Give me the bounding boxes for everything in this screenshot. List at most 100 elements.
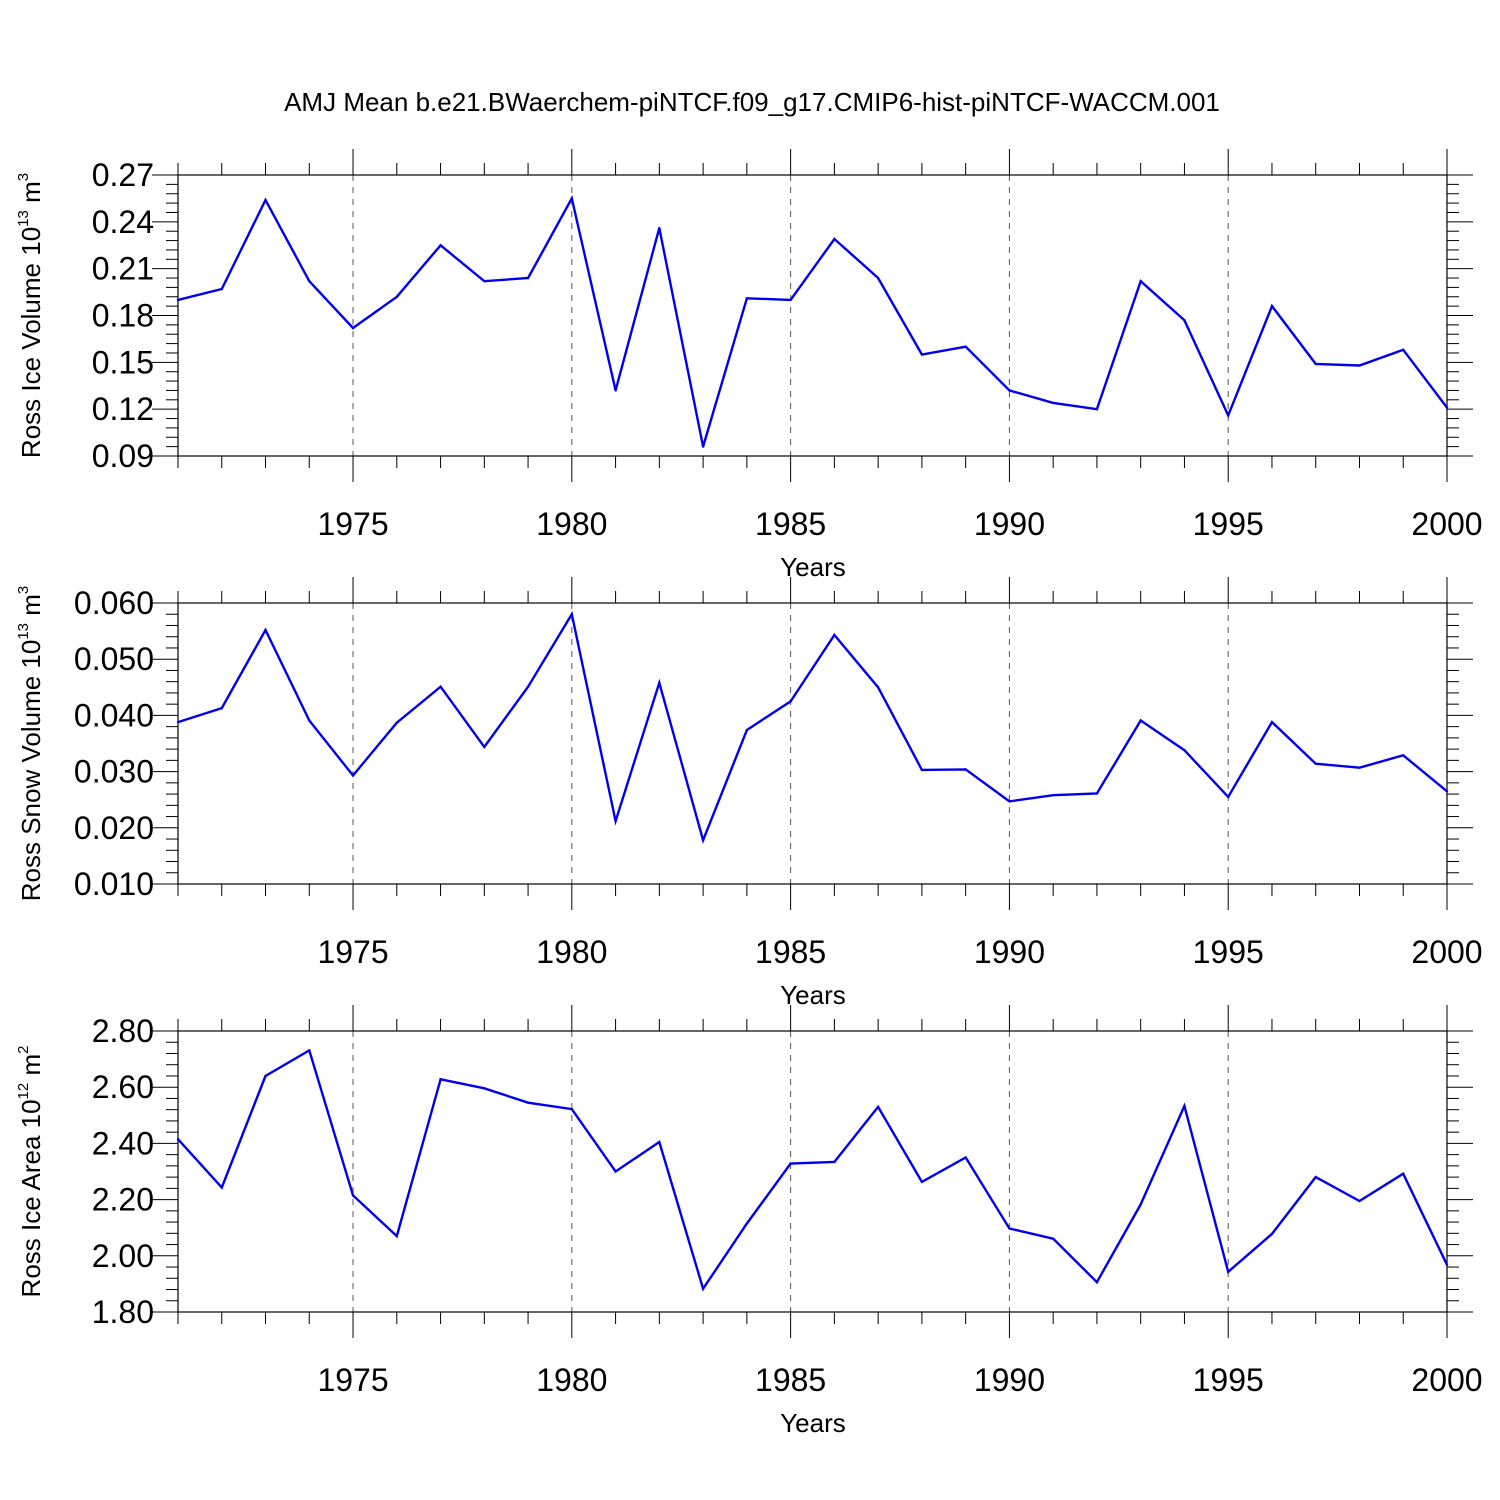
data-point bbox=[833, 1160, 836, 1164]
data-point bbox=[1358, 364, 1361, 367]
data-point bbox=[1445, 790, 1449, 793]
data-point bbox=[1008, 389, 1011, 392]
data-point bbox=[1139, 719, 1142, 722]
data-point bbox=[701, 838, 705, 842]
data-point bbox=[1402, 1172, 1405, 1175]
figure-title: AMJ Mean b.e21.BWaerchem-piNTCF.f09_g17.… bbox=[284, 87, 1220, 117]
y-axis-label-part: Ross Ice Area 10 bbox=[16, 1099, 46, 1297]
data-point bbox=[920, 353, 924, 356]
y-axis-label-superscript: 3 bbox=[15, 586, 32, 594]
y-tick-label: 0.010 bbox=[74, 866, 154, 902]
data-point bbox=[395, 721, 398, 724]
data-point bbox=[220, 287, 223, 291]
y-tick-label: 0.060 bbox=[74, 585, 154, 621]
panels: 1975 1980 1985 1990 1995 2000 Years 0.09 0.12 0.1… bbox=[15, 149, 1483, 1438]
data-point bbox=[920, 768, 924, 772]
y-tick-label: 2.80 bbox=[92, 1013, 154, 1049]
x-tick-label: 2000 bbox=[1411, 506, 1482, 542]
data-point bbox=[1008, 1227, 1011, 1230]
data-point bbox=[264, 198, 267, 202]
data-point bbox=[220, 1186, 223, 1189]
y-tick-label: 0.030 bbox=[74, 754, 154, 790]
y-tick-label: 0.020 bbox=[74, 810, 154, 846]
x-tick-label: 1985 bbox=[755, 506, 826, 542]
x-tick-label: 2000 bbox=[1411, 934, 1482, 970]
data-point bbox=[1270, 1232, 1274, 1236]
data-point bbox=[526, 1101, 530, 1104]
data-point bbox=[308, 1049, 311, 1052]
x-tick-label: 1980 bbox=[536, 506, 607, 542]
plot-frame bbox=[177, 602, 1448, 885]
x-tick-label: 1975 bbox=[317, 506, 388, 542]
data-point bbox=[745, 297, 749, 300]
y-tick-label: 2.00 bbox=[92, 1238, 154, 1274]
data-point bbox=[964, 345, 967, 348]
data-point bbox=[658, 1140, 661, 1144]
data-point bbox=[570, 197, 574, 200]
data-point bbox=[1270, 720, 1274, 724]
data-point bbox=[570, 613, 574, 616]
y-axis-label-part: Ross Snow Volume 10 bbox=[16, 640, 46, 902]
data-point bbox=[1051, 401, 1055, 405]
data-point bbox=[1227, 1270, 1230, 1274]
data-point bbox=[264, 1074, 267, 1078]
data-point bbox=[308, 279, 311, 283]
data-point bbox=[745, 1222, 749, 1225]
x-tick-label: 1980 bbox=[536, 1362, 607, 1398]
series-line bbox=[177, 195, 1448, 447]
data-point bbox=[483, 745, 486, 749]
data-point bbox=[964, 1156, 967, 1159]
data-point bbox=[1270, 304, 1274, 308]
data-point bbox=[395, 1234, 398, 1238]
y-tick-label: 1.80 bbox=[92, 1294, 154, 1330]
x-tick-label: 1975 bbox=[317, 1362, 388, 1398]
data-point bbox=[1402, 348, 1405, 352]
x-tick-label: 1990 bbox=[974, 934, 1045, 970]
data-point bbox=[1139, 279, 1142, 283]
y-axis-label: Ross Snow Volume 1013 m3 bbox=[15, 586, 46, 902]
x-tick-label: 1990 bbox=[974, 506, 1045, 542]
data-point bbox=[351, 326, 355, 330]
y-axis-label-superscript: 3 bbox=[15, 173, 32, 181]
x-axis-label: Years bbox=[780, 980, 846, 1010]
data-point bbox=[439, 685, 442, 688]
y-axis-label-part: m bbox=[16, 594, 46, 623]
x-tick-label: 2000 bbox=[1411, 1362, 1482, 1398]
data-point bbox=[658, 681, 661, 685]
data-point bbox=[964, 768, 967, 771]
y-axis-label: Ross Ice Area 1012 m2 bbox=[15, 1046, 46, 1298]
y-tick-label: 0.050 bbox=[74, 641, 154, 677]
y-tick-label: 2.20 bbox=[92, 1182, 154, 1218]
data-point bbox=[176, 298, 180, 302]
data-point bbox=[920, 1180, 924, 1184]
y-axis-label-superscript: 12 bbox=[15, 1083, 32, 1100]
data-point bbox=[176, 720, 180, 724]
y-axis-label-part: m bbox=[16, 181, 46, 210]
y-tick-label: 0.040 bbox=[74, 697, 154, 733]
y-tick-label: 0.21 bbox=[92, 251, 154, 287]
data-point bbox=[220, 706, 223, 710]
data-point bbox=[351, 774, 355, 777]
data-point bbox=[614, 1170, 617, 1173]
x-tick-label: 1980 bbox=[536, 934, 607, 970]
data-point bbox=[876, 1105, 880, 1109]
data-point bbox=[789, 700, 792, 703]
data-point bbox=[1095, 792, 1099, 795]
data-point bbox=[1183, 318, 1186, 322]
data-point bbox=[1139, 1203, 1142, 1206]
panel-3: 1975 1980 1985 1990 1995 2000 Years 1.80 2.00 2.2… bbox=[15, 1005, 1483, 1438]
data-point bbox=[614, 819, 617, 823]
data-point bbox=[1314, 1175, 1317, 1179]
x-tick-label: 1985 bbox=[755, 934, 826, 970]
series-line bbox=[177, 1048, 1449, 1292]
data-point bbox=[1445, 406, 1449, 409]
x-tick-label: 1995 bbox=[1193, 506, 1264, 542]
data-point bbox=[1314, 362, 1317, 366]
data-point bbox=[1314, 762, 1317, 765]
x-tick-label: 1985 bbox=[755, 1362, 826, 1398]
y-axis-label: Ross Ice Volume 1013 m3 bbox=[15, 173, 46, 458]
data-point bbox=[1358, 766, 1361, 769]
data-point bbox=[1402, 754, 1405, 757]
data-point bbox=[614, 389, 617, 392]
